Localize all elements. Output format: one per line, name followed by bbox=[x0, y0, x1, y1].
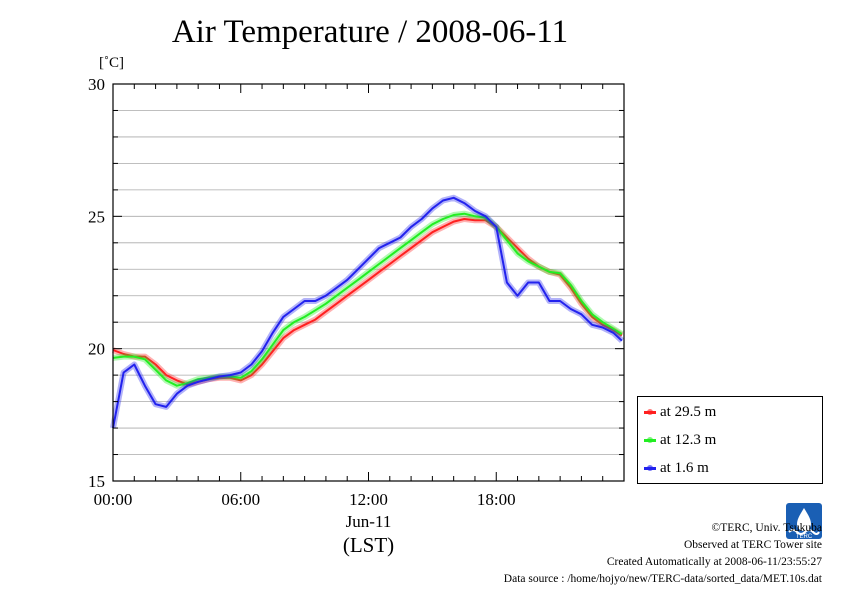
legend-swatch-blue bbox=[644, 464, 656, 471]
chart-title: Air Temperature / 2008-06-11 bbox=[171, 14, 569, 50]
footer-copyright: ©TERC, Univ. Tsukuba bbox=[711, 522, 822, 534]
legend-item-29-5m: at 29.5 m bbox=[644, 402, 716, 422]
chart-legend: at 29.5 m at 12.3 m at 1.6 m bbox=[637, 396, 823, 484]
x-tick-label: 06:00 bbox=[221, 490, 260, 509]
legend-swatch-green bbox=[644, 436, 656, 443]
logo-text: TERC bbox=[796, 534, 813, 540]
y-tick-label: 15 bbox=[88, 472, 105, 491]
footer-observed: Observed at TERC Tower site bbox=[683, 539, 822, 551]
x-tick-label: 18:00 bbox=[477, 490, 516, 509]
footer-created: Created Automatically at 2008-06-11/23:5… bbox=[606, 556, 822, 568]
legend-label: at 1.6 m bbox=[660, 459, 709, 476]
legend-label: at 29.5 m bbox=[660, 403, 717, 420]
x-date-label: Jun-11 bbox=[346, 512, 392, 531]
footer-source: Data source : /home/hojyo/new/TERC-data/… bbox=[503, 573, 822, 585]
legend-item-12-3m: at 12.3 m bbox=[644, 430, 716, 450]
legend-swatch-red bbox=[644, 408, 656, 415]
y-tick-label: 20 bbox=[88, 340, 105, 359]
series-line-1 bbox=[112, 212, 623, 387]
terc-logo-icon: TERC bbox=[786, 503, 822, 540]
legend-label: at 12.3 m bbox=[660, 431, 717, 448]
y-axis-unit-label: [˚C] bbox=[99, 55, 124, 71]
x-tick-label: 12:00 bbox=[349, 490, 388, 509]
legend-item-1-6m: at 1.6 m bbox=[644, 458, 709, 478]
series-line-0 bbox=[112, 218, 623, 386]
series-lines bbox=[110, 194, 624, 429]
x-tick-label: 00:00 bbox=[94, 490, 133, 509]
x-unit-label: (LST) bbox=[343, 533, 394, 557]
series-line-2 bbox=[112, 196, 623, 429]
y-tick-label: 25 bbox=[88, 207, 105, 226]
axes: 15 20 25 30 00:00 06:00 12:00 18:00 Jun-11 (LST) bbox=[88, 75, 625, 557]
grid-lines bbox=[113, 110, 624, 455]
series-halo-0 bbox=[111, 216, 624, 388]
series-halo-2 bbox=[110, 194, 624, 429]
y-tick-label: 30 bbox=[88, 75, 105, 94]
